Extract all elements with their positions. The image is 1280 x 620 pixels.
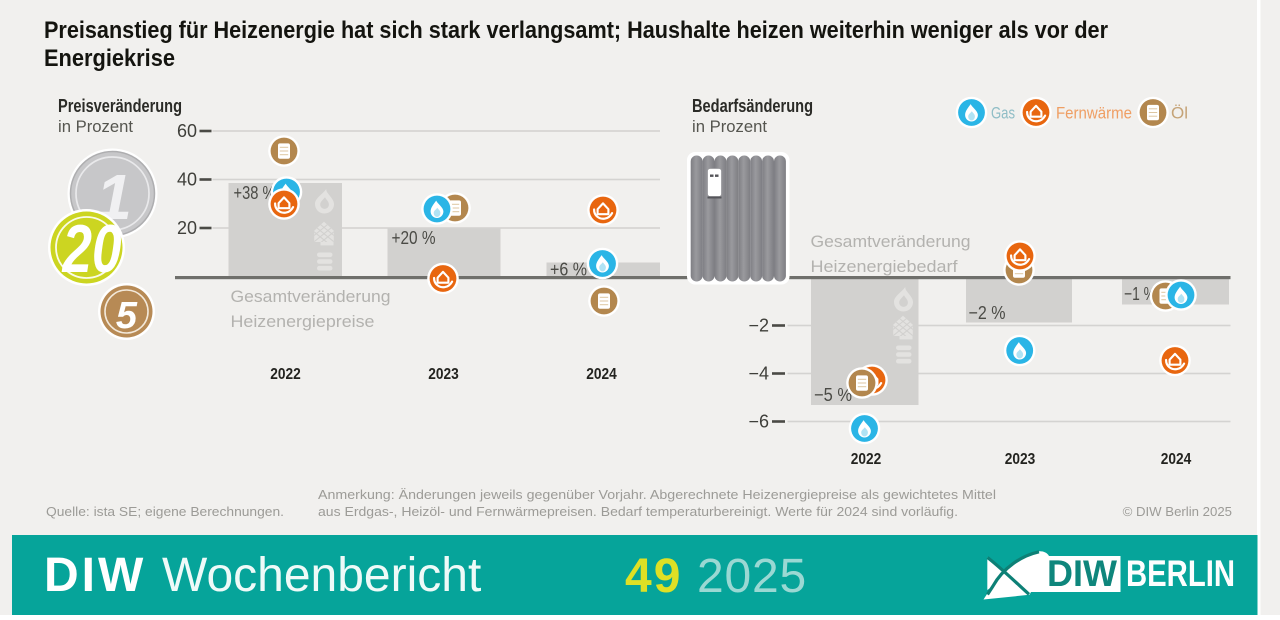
svg-text:Fernwärme: Fernwärme (1056, 105, 1132, 123)
svg-text:Heizenergiepreise: Heizenergiepreise (231, 312, 375, 331)
svg-text:in Prozent: in Prozent (58, 117, 133, 136)
svg-text:2025: 2025 (697, 550, 807, 603)
svg-text:+20 %: +20 % (392, 227, 436, 248)
svg-text:Öl: Öl (1171, 105, 1188, 123)
svg-text:2022: 2022 (270, 366, 301, 383)
svg-text:−1 %: −1 % (1124, 283, 1156, 304)
svg-text:49: 49 (625, 550, 682, 603)
svg-text:Bedarfsänderung: Bedarfsänderung (692, 96, 813, 116)
svg-text:2023: 2023 (428, 366, 459, 383)
svg-text:Gesamtveränderung: Gesamtveränderung (811, 232, 971, 251)
svg-text:2024: 2024 (586, 366, 617, 383)
svg-text:Heizenergiebedarf: Heizenergiebedarf (811, 257, 958, 276)
svg-text:20: 20 (61, 211, 122, 287)
svg-text:20: 20 (177, 218, 197, 238)
svg-text:−2: −2 (748, 316, 769, 336)
svg-text:Wochenbericht: Wochenbericht (162, 549, 481, 602)
svg-text:2024: 2024 (1161, 451, 1192, 468)
svg-text:DIW: DIW (44, 549, 146, 602)
svg-text:2022: 2022 (851, 451, 882, 468)
svg-text:40: 40 (177, 170, 197, 190)
svg-text:Gesamtveränderung: Gesamtveränderung (231, 287, 391, 306)
svg-text:−6: −6 (748, 412, 769, 432)
svg-text:BERLIN: BERLIN (1126, 553, 1235, 594)
svg-text:Gas: Gas (991, 105, 1015, 123)
svg-text:+6 %: +6 % (550, 259, 587, 280)
svg-text:5: 5 (116, 295, 138, 337)
svg-text:Preisveränderung: Preisveränderung (58, 96, 182, 116)
svg-text:aus Erdgas-, Heizöl- und Fernw: aus Erdgas-, Heizöl- und Fernwärmepreise… (318, 504, 958, 519)
svg-text:in Prozent: in Prozent (692, 117, 767, 136)
svg-text:Energiekrise: Energiekrise (44, 45, 175, 72)
svg-text:DIW: DIW (1047, 553, 1117, 594)
svg-text:−4: −4 (748, 364, 769, 384)
svg-text:60: 60 (177, 121, 197, 141)
svg-text:Anmerkung: Änderungen jeweils: Anmerkung: Änderungen jeweils gegenüber … (318, 487, 996, 502)
svg-text:© DIW Berlin 2025: © DIW Berlin 2025 (1123, 504, 1232, 519)
svg-text:−5 %: −5 % (814, 384, 852, 405)
svg-text:+38 %: +38 % (234, 182, 276, 203)
svg-text:Preisanstieg für Heizenergie h: Preisanstieg für Heizenergie hat sich st… (44, 17, 1108, 44)
svg-text:−2 %: −2 % (969, 302, 1006, 323)
svg-text:Quelle: ista SE; eigene Berech: Quelle: ista SE; eigene Berechnungen. (46, 504, 284, 519)
svg-text:2023: 2023 (1005, 451, 1036, 468)
